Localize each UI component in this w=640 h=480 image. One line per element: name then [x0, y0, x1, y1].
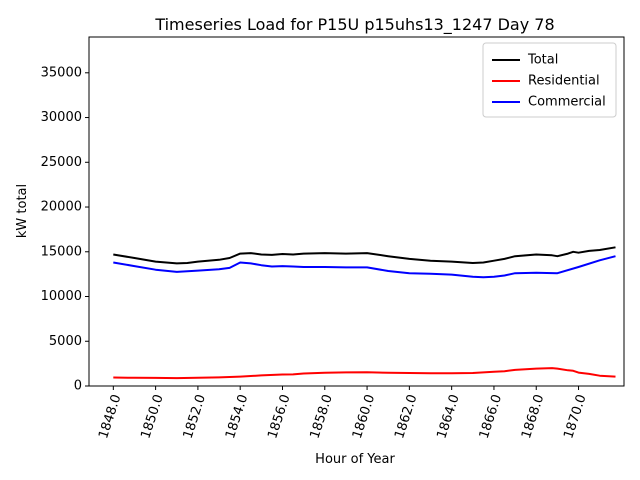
y-tick-label: 0: [74, 379, 82, 394]
x-axis-label: Hour of Year: [315, 452, 395, 467]
legend: Total Residential Commercial: [482, 42, 617, 118]
series-line-total: [113, 246, 616, 265]
legend-label-residential: Residential: [528, 74, 600, 89]
y-tick-label: 10000: [41, 289, 82, 304]
y-axis-label: kW total: [15, 184, 30, 238]
y-tick-label: 5000: [49, 334, 82, 349]
y-tick-label: 15000: [41, 244, 82, 259]
chart-title: Timeseries Load for P15U p15uhs13_1247 D…: [154, 15, 554, 35]
legend-box: [482, 42, 617, 118]
y-tick-label: 30000: [41, 110, 82, 125]
y-tick-label: 20000: [41, 200, 82, 215]
series-line-commercial: [113, 255, 616, 279]
legend-label-commercial: Commercial: [528, 95, 606, 110]
plot-frame: [88, 36, 625, 387]
legend-label-total: Total: [527, 53, 558, 68]
y-tick-label: 35000: [41, 65, 82, 80]
y-tick-label: 25000: [41, 155, 82, 170]
series-line-residential: [113, 367, 616, 380]
